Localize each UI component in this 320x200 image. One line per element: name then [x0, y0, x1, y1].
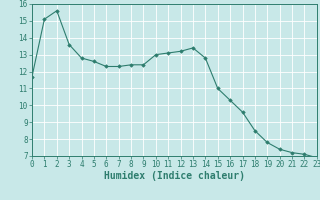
X-axis label: Humidex (Indice chaleur): Humidex (Indice chaleur): [104, 171, 245, 181]
